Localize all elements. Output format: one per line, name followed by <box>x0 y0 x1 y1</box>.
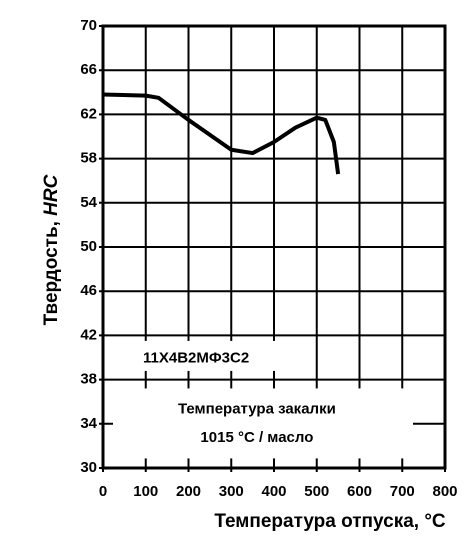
y-axis-label-unit: HRC <box>41 174 62 215</box>
y-tick-label: 58 <box>80 150 97 167</box>
y-tick-label: 66 <box>80 61 97 78</box>
y-tick-label: 38 <box>80 371 97 388</box>
y-axis-label-text: Твердость, <box>41 221 62 325</box>
x-tick-label: 300 <box>219 483 244 500</box>
x-tick-label: 200 <box>176 483 201 500</box>
y-tick-label: 54 <box>80 194 97 211</box>
annotation: 11Х4В2МФ3С2 <box>143 350 249 367</box>
y-tick-label: 62 <box>80 105 97 122</box>
x-tick-label: 500 <box>304 483 329 500</box>
x-tick-label: 800 <box>432 483 457 500</box>
y-tick-label: 50 <box>80 238 97 255</box>
y-tick-label: 34 <box>80 415 97 432</box>
y-tick-label: 30 <box>80 459 97 476</box>
y-tick-label: 46 <box>80 282 97 299</box>
data-line <box>102 92 341 175</box>
x-tick-label: 0 <box>99 483 107 500</box>
x-axis-label: Температура отпуска, °C <box>214 511 446 532</box>
x-tick-label: 600 <box>347 483 372 500</box>
annotation: Температура закалки <box>178 400 336 417</box>
y-tick-label: 70 <box>80 17 97 34</box>
x-tick-label: 100 <box>133 483 158 500</box>
x-tick-label: 400 <box>261 483 286 500</box>
y-axis-label: Твердость, HRC <box>41 174 62 325</box>
x-tick-label: 700 <box>390 483 415 500</box>
annotation-box <box>133 340 308 371</box>
annotation-box <box>113 388 413 459</box>
y-tick-label: 42 <box>80 326 97 343</box>
plot-frame <box>101 24 447 470</box>
annotation: 1015 °C / масло <box>200 429 313 446</box>
